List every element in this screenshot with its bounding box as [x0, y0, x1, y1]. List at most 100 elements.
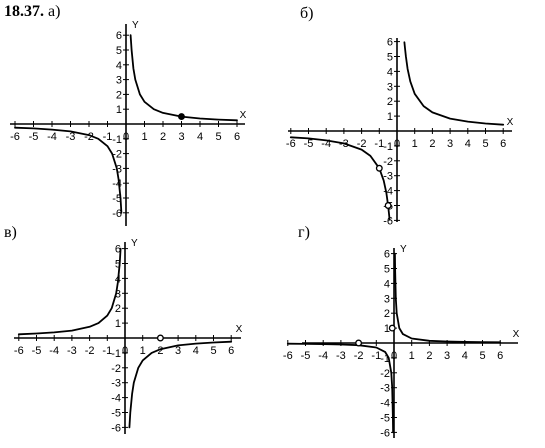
plot-g-branch-1: [286, 342, 395, 434]
problem-number: 18.37.: [4, 3, 44, 20]
plot-g-label: г): [298, 224, 310, 241]
plot-g-x-tick-label: -3: [336, 350, 346, 362]
plot-v-x-tick-label: 1: [140, 345, 146, 357]
plot-v-x-tick-label: -5: [32, 345, 42, 357]
plot-a-x-tick-label: 5: [215, 131, 221, 143]
plot-b-x-tick-label: 2: [429, 138, 435, 150]
plot-v-y-tick-label: -6: [111, 422, 121, 434]
plot-a-x-tick-label: 2: [160, 131, 166, 143]
plot-g-x-tick-label: -2: [354, 350, 364, 362]
plot-v-y-tick-label: 2: [115, 303, 121, 315]
plot-b-marked-point: [375, 164, 383, 172]
plot-a-x-tick-label: -6: [10, 131, 20, 143]
plot-v-x-tick-label: -6: [14, 345, 24, 357]
plot-v-y-tick-label: -2: [111, 363, 121, 375]
plot-b-y-tick-label: 6: [387, 37, 393, 49]
plot-a-y-tick-label: 2: [116, 89, 122, 101]
plot-v-x-tick-label: -1: [102, 345, 112, 357]
plot-a-marked-point: [178, 113, 185, 121]
plot-g-x-tick-label: 0: [391, 350, 397, 362]
plot-b-y-tick-label: 5: [387, 52, 393, 64]
plot-b-y-tick-label: 2: [387, 96, 393, 108]
plot-v-y-tick-label: -1: [111, 348, 121, 360]
plot-a-x-tick-label: 1: [141, 131, 147, 143]
plot-g-x-tick-label: -6: [283, 350, 293, 362]
plot-b-x-tick-label: 6: [500, 138, 506, 150]
plot-v-y-tick-label: -5: [111, 408, 121, 420]
plot-a-x-tick-label: 0: [123, 131, 129, 143]
plot-v-x-tick-label: -2: [85, 345, 95, 357]
plot-g-marked-point: [355, 339, 363, 347]
plot-b-x-tick-label: -4: [321, 138, 331, 150]
plot-v-x-tick-label: 6: [228, 345, 234, 357]
plot-g-x-tick-label: 1: [409, 350, 415, 362]
plot-g-y-tick-label: -5: [380, 413, 390, 425]
plot-v-label: в): [4, 224, 17, 241]
plot-v-x-tick-label: 0: [122, 345, 128, 357]
plot-v-y-tick-label: 5: [115, 259, 121, 271]
plot-a-branch-1: [14, 126, 123, 214]
plot-b-x-tick-label: 4: [465, 138, 471, 150]
plot-v-x-tick-label: 4: [193, 345, 199, 357]
plot-g-y-tick-label: 3: [384, 293, 390, 305]
plot-g-y-tick-label: 5: [384, 264, 390, 276]
plot-a-y-tick-label: -4: [112, 178, 122, 190]
plot-b-x-tick-label: -6: [286, 138, 296, 150]
plot-v-y-tick-label: -3: [111, 378, 121, 390]
plot-a-x-axis-label: X: [240, 110, 247, 121]
plot-g-y-tick-label: -1: [380, 353, 390, 365]
plot-g-y-tick-label: -3: [380, 383, 390, 395]
plot-b-y-tick-label: -6: [383, 215, 393, 227]
plot-a-branch-2: [129, 34, 238, 122]
plot-g-y-tick-label: 1: [384, 323, 390, 335]
plot-b-label: б): [300, 5, 314, 22]
plot-g-y-tick-label: 4: [384, 278, 390, 290]
plot-a-y-tick-label: -1: [112, 134, 122, 146]
plot-v-x-tick-label: -3: [67, 345, 77, 357]
plot-v-y-tick-label: 1: [115, 318, 121, 330]
plot-a-y-tick-label: -5: [112, 193, 122, 205]
plot-a-y-tick-label: -2: [112, 149, 122, 161]
plot-g-x-tick-label: 6: [497, 350, 503, 362]
plot-v-x-tick-label: 5: [210, 345, 216, 357]
plot-g-x-tick-label: -1: [371, 350, 381, 362]
plot-v-branch-1: [17, 247, 122, 336]
plot-v-x-axis-label: X: [236, 324, 243, 335]
plot-g-x-tick-label: 3: [444, 350, 450, 362]
plot-g-y-tick-label: -6: [380, 427, 390, 439]
plot-b-x-tick-label: -1: [374, 138, 384, 150]
plot-g-y-axis-label: Y: [400, 244, 407, 255]
plot-b-branch-2: [403, 41, 505, 126]
plot-b-y-tick-label: 1: [387, 111, 393, 123]
plot-g-x-tick-label: -5: [301, 350, 311, 362]
plot-a-x-tick-label: -2: [84, 131, 94, 143]
plot-v-marked-point: [156, 334, 164, 342]
plot-b-x-tick-label: 1: [412, 138, 418, 150]
plot-g-y-tick-label: 6: [384, 249, 390, 261]
plot-v-y-tick-label: 3: [115, 288, 121, 300]
plot-a-y-tick-label: -6: [112, 208, 122, 220]
plot-v-y-axis-label: Y: [131, 238, 138, 249]
plot-g-x-tick-label: 4: [462, 350, 468, 362]
plot-a-y-tick-label: 3: [116, 75, 122, 87]
plot-b-y-tick-label: 3: [387, 81, 393, 93]
plot-a-x-tick-label: -1: [103, 131, 113, 143]
plot-b-x-tick-label: -5: [304, 138, 314, 150]
plot-a-x-tick-label: -4: [47, 131, 57, 143]
problem-header: 18.37. а): [4, 3, 60, 21]
plot-b-x-tick-label: -2: [357, 138, 367, 150]
plot-b-y-tick-label: -2: [383, 156, 393, 168]
plot-a-x-tick-label: 6: [234, 131, 240, 143]
plot-a-x-tick-label: 3: [178, 131, 184, 143]
plot-g-branch-2: [393, 252, 502, 344]
plot-g-x-axis-label: X: [513, 329, 520, 340]
plot-a-x-tick-label: -5: [29, 131, 39, 143]
plot-g-y-tick-label: 2: [384, 308, 390, 320]
plot-v-x-tick-label: 3: [175, 345, 181, 357]
plot-a-y-axis-label: Y: [132, 20, 139, 31]
plot-g-y-tick-label: -2: [380, 368, 390, 380]
plot-b-x-tick-label: 3: [447, 138, 453, 150]
plot-b-y-tick-label: -3: [383, 171, 393, 183]
plot-v-branch-2: [128, 340, 233, 429]
